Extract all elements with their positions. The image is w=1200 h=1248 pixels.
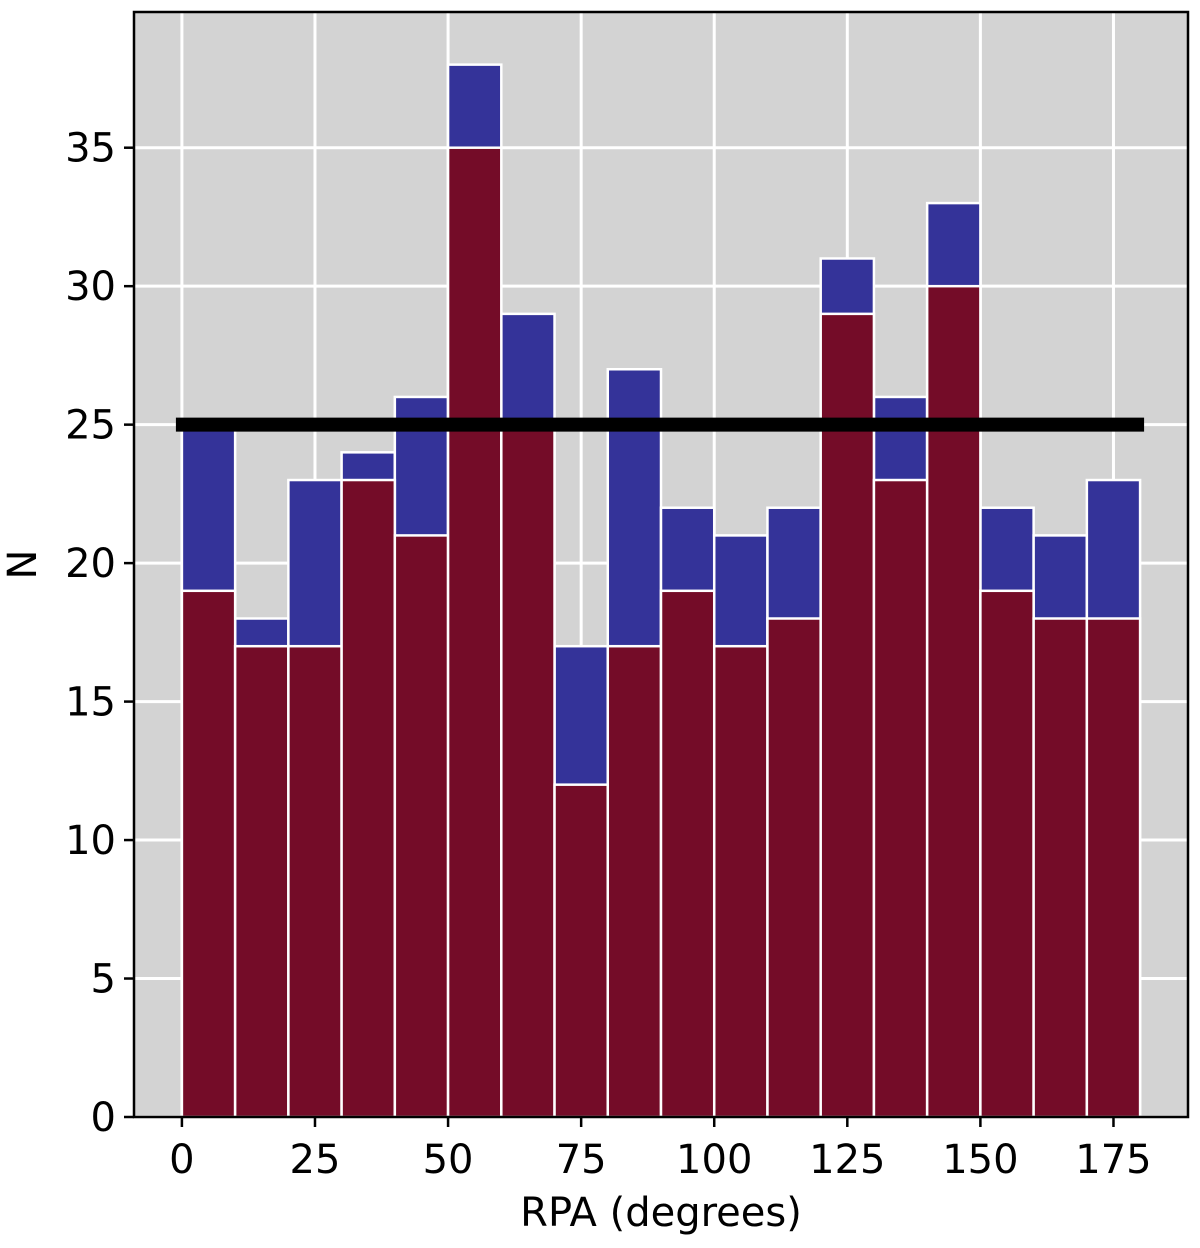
- y-tick-label: 5: [91, 957, 116, 1003]
- histogram-bar: [979, 589, 1035, 1119]
- x-tick-label: 150: [942, 1137, 1018, 1183]
- bars: [180, 63, 1142, 1119]
- histogram-bar: [446, 146, 503, 1119]
- histogram-bar: [872, 478, 929, 1119]
- histogram-bar: [1085, 617, 1142, 1119]
- y-tick-label: 10: [65, 818, 116, 864]
- histogram-bar: [340, 478, 397, 1119]
- histogram-bar: [287, 644, 343, 1119]
- histogram-bar: [766, 617, 822, 1119]
- y-axis-label: N: [0, 550, 46, 580]
- y-tick-label: 15: [65, 680, 116, 726]
- histogram-bar: [659, 589, 716, 1119]
- x-tick-label: 0: [169, 1137, 194, 1183]
- y-tick-label: 30: [65, 264, 116, 310]
- histogram-bar: [712, 644, 769, 1119]
- x-tick-label: 175: [1075, 1137, 1151, 1183]
- histogram-bar: [180, 589, 237, 1119]
- y-tick-label: 20: [65, 541, 116, 587]
- histogram-bar: [500, 423, 556, 1119]
- axis-ticks: 0 25 50 75 100 125 150 175 0 5 10 15 20 25 30 35: [65, 126, 1152, 1183]
- plot-frame: [132, 10, 1190, 1119]
- histogram-bar: [553, 783, 610, 1119]
- y-tick-label: 0: [91, 1095, 116, 1141]
- histogram-bar: [233, 644, 290, 1119]
- x-tick-label: 75: [556, 1137, 607, 1183]
- histogram-bar: [925, 284, 982, 1119]
- histogram-bar: [393, 534, 450, 1119]
- y-tick-label: 25: [65, 403, 116, 449]
- x-tick-label: 125: [809, 1137, 885, 1183]
- x-axis-label: RPA (degrees): [520, 1190, 802, 1236]
- x-tick-label: 25: [290, 1137, 341, 1183]
- y-tick-label: 35: [65, 126, 116, 172]
- x-tick-label: 50: [423, 1137, 474, 1183]
- histogram-bar: [606, 644, 663, 1119]
- x-tick-label: 100: [676, 1137, 752, 1183]
- histogram-bar: [1032, 617, 1089, 1119]
- histogram-bar: [819, 312, 876, 1119]
